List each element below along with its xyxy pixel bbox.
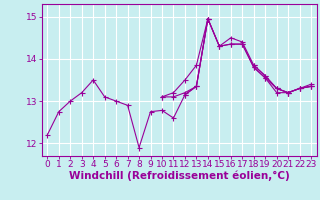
X-axis label: Windchill (Refroidissement éolien,°C): Windchill (Refroidissement éolien,°C) (69, 171, 290, 181)
